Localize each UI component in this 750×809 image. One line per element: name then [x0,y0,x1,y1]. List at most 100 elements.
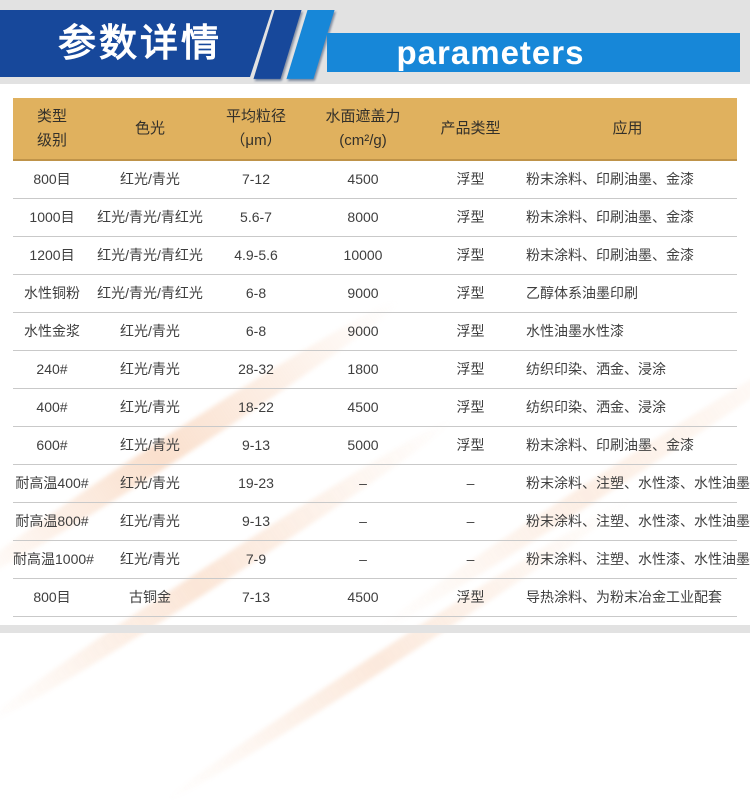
cell-color-shade: 红光/青光 [120,437,180,454]
header-size-line2: （μm） [230,131,282,149]
table-row: 240# 红光/青光 28-32 1800 浮型 纺织印染、洒金、浸涂 [13,351,737,389]
header-type-line1: 类型 [36,108,67,126]
cell-color-shade: 红光/青光/青红光 [97,247,203,264]
header-type-grade: 类型 级别 [13,105,91,152]
table-row: 400# 红光/青光 18-22 4500 浮型 纺织印染、洒金、浸涂 [13,389,737,427]
cell-type-grade: 水性铜粉 [24,285,80,302]
cell-product-type: 浮型 [456,209,485,226]
cell-product-type: 浮型 [456,437,485,454]
cell-particle-size: 7-9 [245,551,267,568]
cell-product-type: 浮型 [456,171,485,188]
cell-product-type: – [466,551,475,568]
cell-application: 水性油墨水性漆 [526,323,624,340]
cell-type-grade: 耐高温400# [15,475,89,492]
cell-type-grade: 1200目 [29,247,75,264]
cell-application: 粉末涂料、注塑、水性漆、水性油墨 [526,475,750,492]
cell-application: 粉末涂料、印刷油墨、金漆 [526,209,694,226]
cell-coverage: 9000 [347,285,379,302]
cell-particle-size: 9-13 [241,437,271,454]
cell-product-type: 浮型 [456,323,485,340]
cell-coverage: 4500 [347,171,379,188]
table-row: 1000目 红光/青光/青红光 5.6-7 8000 浮型 粉末涂料、印刷油墨、… [13,199,737,237]
cell-coverage: 10000 [343,247,383,264]
header-size-line1: 平均粒径 [225,108,286,126]
cell-product-type: 浮型 [456,285,485,302]
cell-type-grade: 800目 [33,171,71,188]
cell-type-grade: 800目 [33,589,71,606]
cell-particle-size: 6-8 [245,285,267,302]
bottom-divider-strip [0,625,750,633]
cell-color-shade: 红光/青光 [120,399,180,416]
table-row: 水性铜粉 红光/青光/青红光 6-8 9000 浮型 乙醇体系油墨印刷 [13,275,737,313]
cell-product-type: 浮型 [456,399,485,416]
banner-title-en: parameters [327,33,740,72]
table-row: 600# 红光/青光 9-13 5000 浮型 粉末涂料、印刷油墨、金漆 [13,427,737,465]
section-header-banner: 参数详情 parameters [0,0,750,84]
cell-color-shade: 红光/青光/青红光 [97,209,203,226]
header-coverage-line1: 水面遮盖力 [325,108,401,126]
page-subtitle: parameters [396,34,585,71]
cell-particle-size: 19-23 [238,475,274,492]
parameters-table: 类型 级别 色光 平均粒径 （μm） 水面遮盖力 (cm²/g) 产品类型 应用… [13,98,750,617]
cell-application: 导热涂料、为粉末冶金工业配套 [526,589,722,606]
table-row: 800目 红光/青光 7-12 4500 浮型 粉末涂料、印刷油墨、金漆 [13,161,737,199]
header-type-line2: 级别 [36,131,67,149]
cell-coverage: 9000 [347,323,379,340]
cell-particle-size: 7-13 [241,589,271,606]
cell-application: 粉末涂料、印刷油墨、金漆 [526,171,694,188]
cell-application: 粉末涂料、注塑、水性漆、水性油墨 [526,551,750,568]
table-row: 水性金浆 红光/青光 6-8 9000 浮型 水性油墨水性漆 [13,313,737,351]
table-row: 1200目 红光/青光/青红光 4.9-5.6 10000 浮型 粉末涂料、印刷… [13,237,737,275]
table-header-row: 类型 级别 色光 平均粒径 （μm） 水面遮盖力 (cm²/g) 产品类型 应用 [13,98,737,161]
cell-application: 粉末涂料、印刷油墨、金漆 [526,437,694,454]
cell-particle-size: 7-12 [241,171,271,188]
cell-color-shade: 红光/青光 [120,323,180,340]
cell-particle-size: 9-13 [241,513,271,530]
cell-coverage: – [359,513,367,530]
table-row: 800目 古铜金 7-13 4500 浮型 导热涂料、为粉末冶金工业配套 [13,579,737,617]
cell-coverage: 1800 [347,361,379,378]
table-row: 耐高温1000# 红光/青光 7-9 – – 粉末涂料、注塑、水性漆、水性油墨 [13,541,750,579]
cell-coverage: – [359,551,367,568]
cell-particle-size: 4.9-5.6 [234,247,278,264]
header-application: 应用 [612,119,643,137]
cell-type-grade: 耐高温1000# [13,551,94,568]
cell-particle-size: 6-8 [245,323,267,340]
banner-title-cn: 参数详情 [0,10,272,77]
cell-particle-size: 18-22 [238,399,274,416]
cell-particle-size: 28-32 [238,361,274,378]
cell-type-grade: 耐高温800# [15,513,89,530]
header-particle-size: 平均粒径 （μm） [209,105,303,152]
cell-application: 乙醇体系油墨印刷 [526,285,638,302]
header-color-shade: 色光 [134,119,165,137]
cell-color-shade: 红光/青光 [120,551,180,568]
cell-color-shade: 红光/青光 [120,171,180,188]
cell-product-type: 浮型 [456,589,485,606]
cell-product-type: – [466,475,475,492]
header-product-type: 产品类型 [440,119,501,137]
cell-coverage: – [359,475,367,492]
cell-color-shade: 古铜金 [129,589,171,606]
cell-type-grade: 1000目 [29,209,75,226]
cell-type-grade: 400# [36,399,68,416]
cell-type-grade: 水性金浆 [24,323,80,340]
table-row: 耐高温800# 红光/青光 9-13 – – 粉末涂料、注塑、水性漆、水性油墨 [13,503,750,541]
cell-color-shade: 红光/青光 [120,475,180,492]
cell-type-grade: 240# [36,361,68,378]
cell-product-type: – [466,513,475,530]
page-title: 参数详情 [58,22,223,65]
header-coverage-line2: (cm²/g) [339,131,387,149]
cell-product-type: 浮型 [456,361,485,378]
cell-coverage: 4500 [347,589,379,606]
table-row: 耐高温400# 红光/青光 19-23 – – 粉末涂料、注塑、水性漆、水性油墨 [13,465,750,503]
cell-coverage: 8000 [347,209,379,226]
cell-coverage: 4500 [347,399,379,416]
cell-particle-size: 5.6-7 [240,209,272,226]
cell-color-shade: 红光/青光/青红光 [97,285,203,302]
cell-application: 纺织印染、洒金、浸涂 [526,399,666,416]
header-coverage: 水面遮盖力 (cm²/g) [303,105,423,152]
cell-application: 纺织印染、洒金、浸涂 [526,361,666,378]
cell-type-grade: 600# [36,437,68,454]
cell-product-type: 浮型 [456,247,485,264]
